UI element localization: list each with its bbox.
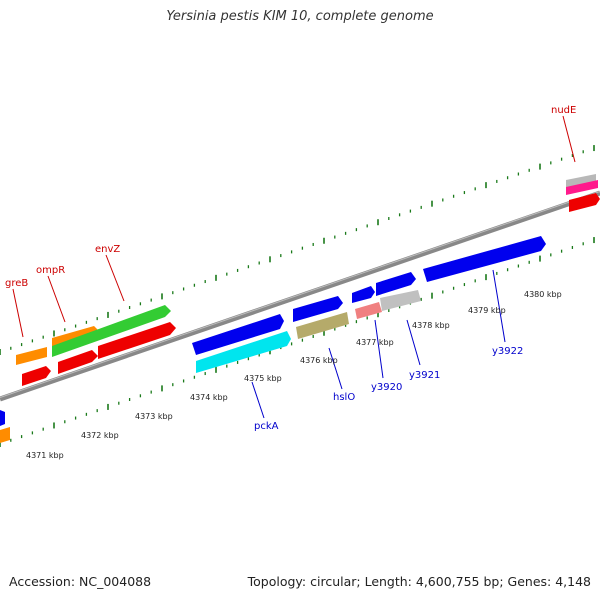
gene-arrow-hslO[interactable] [296, 312, 349, 339]
kbp-label: 4377 kbp [356, 338, 394, 347]
gene-label-y3922[interactable]: y3922 [492, 346, 523, 357]
callout-ompR [47, 275, 66, 323]
kbp-label: 4372 kbp [81, 431, 119, 440]
callout-greB [12, 288, 24, 338]
gene-arrow-edge-blue[interactable] [0, 410, 5, 426]
callout-y3920 [374, 319, 384, 379]
gene-labels: greB ompR envZ nudE pckA hslO y3920 y392… [5, 105, 576, 432]
callout-hslO [328, 347, 343, 390]
gene-arrow-envZ[interactable] [52, 305, 171, 357]
gene-label-hslO[interactable]: hslO [333, 392, 355, 403]
gene-arrow-blue-1[interactable] [192, 314, 284, 355]
gene-arrow-y3920[interactable] [376, 272, 416, 296]
gene-arrow-greB[interactable] [16, 347, 47, 365]
gene-label-y3921[interactable]: y3921 [409, 370, 440, 381]
gene-label-envZ[interactable]: envZ [95, 244, 120, 255]
genome-summary-text: Topology: circular; Length: 4,600,755 bp… [247, 574, 591, 589]
gene-label-greB[interactable]: greB [5, 278, 28, 289]
gene-arrow-edge-orange[interactable] [0, 427, 10, 443]
kbp-label: 4380 kbp [524, 290, 562, 299]
kbp-label: 4378 kbp [412, 321, 450, 330]
gene-label-nudE[interactable]: nudE [551, 105, 576, 116]
callout-y3922 [492, 269, 506, 343]
kbp-label: 4371 kbp [26, 451, 64, 460]
gene-label-y3920[interactable]: y3920 [371, 382, 402, 393]
gene-arrow-pckA[interactable] [196, 331, 291, 373]
kbp-label: 4374 kbp [190, 393, 228, 402]
gene-arrow-y3922[interactable] [423, 236, 546, 282]
gene-arrow-ompR-red[interactable] [58, 350, 98, 374]
gene-features [0, 174, 600, 443]
genome-backbone [0, 190, 600, 402]
tick-tracks [0, 145, 595, 447]
gene-label-ompR[interactable]: ompR [36, 265, 65, 276]
gene-arrow-greB-red[interactable] [22, 366, 51, 386]
gene-arrow-y3921[interactable] [380, 290, 421, 311]
kbp-label: 4379 kbp [468, 306, 506, 315]
kbp-label: 4373 kbp [135, 412, 173, 421]
gene-arrow-nudE[interactable] [566, 180, 598, 195]
gene-label-pckA[interactable]: pckA [254, 421, 279, 432]
callout-pckA [251, 381, 265, 419]
page-title: Yersinia pestis KIM 10, complete genome [166, 9, 434, 24]
gene-arrow-nudE-red[interactable] [569, 193, 600, 212]
gene-arrow-envZ-red[interactable] [98, 322, 176, 359]
callout-nudE [562, 115, 576, 163]
gene-arrow-blue-3[interactable] [352, 286, 375, 303]
gene-arrow-blue-2[interactable] [293, 296, 343, 322]
kbp-label: 4376 kbp [300, 356, 338, 365]
accession-text: Accession: NC_004088 [9, 574, 152, 589]
kbp-labels: 4371 kbp 4372 kbp 4373 kbp 4374 kbp 4375… [26, 290, 562, 460]
callout-y3921 [406, 319, 421, 366]
genome-backbone-highlight [0, 191, 600, 398]
gene-arrow-pink[interactable] [355, 302, 382, 319]
callout-envZ [105, 254, 125, 302]
kbp-label: 4375 kbp [244, 374, 282, 383]
